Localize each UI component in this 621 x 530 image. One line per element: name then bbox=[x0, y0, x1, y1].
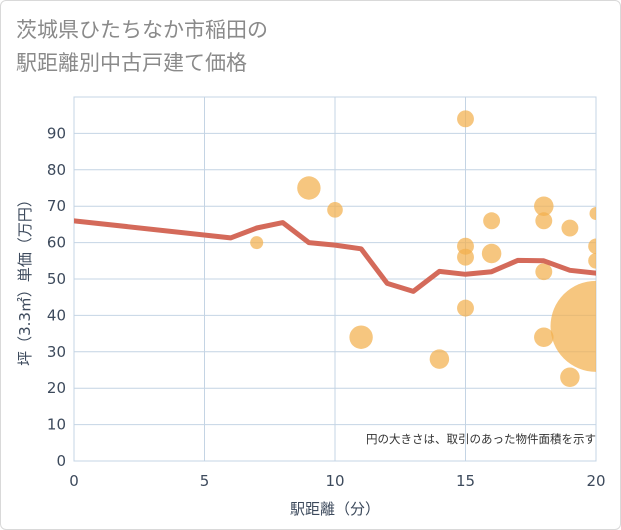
data-bubble bbox=[457, 299, 474, 317]
y-tick-label: 20 bbox=[47, 379, 66, 397]
data-bubble bbox=[457, 110, 474, 128]
data-bubble bbox=[535, 212, 553, 230]
chart-title: 茨城県ひたちなか市稲田の 駅距離別中古戸建て価格 bbox=[16, 14, 268, 80]
y-axis-label: 坪（3.3㎡）単価（万円） bbox=[16, 192, 34, 366]
x-axis-label: 駅距離（分） bbox=[290, 500, 380, 518]
x-tick-label: 5 bbox=[200, 472, 210, 490]
data-bubble bbox=[588, 238, 596, 255]
x-tick-label: 10 bbox=[325, 472, 344, 490]
average-price-line bbox=[74, 218, 596, 294]
x-tick-label: 20 bbox=[586, 472, 605, 490]
y-tick-label: 40 bbox=[47, 306, 66, 324]
data-bubble bbox=[250, 236, 264, 250]
data-bubble bbox=[349, 325, 373, 349]
data-bubble bbox=[561, 219, 579, 237]
y-tick-label: 50 bbox=[47, 270, 66, 288]
data-bubble bbox=[534, 327, 554, 347]
y-tick-label: 80 bbox=[47, 161, 66, 179]
y-tick-label: 10 bbox=[47, 416, 66, 434]
data-bubble bbox=[483, 212, 501, 230]
data-bubble bbox=[429, 349, 450, 369]
data-bubble bbox=[535, 263, 553, 281]
y-tick-label: 0 bbox=[56, 452, 66, 470]
x-tick-label: 15 bbox=[456, 472, 475, 490]
size-annotation: 円の大きさは、取引のあった物件面積を示す bbox=[366, 432, 596, 446]
data-bubble bbox=[534, 196, 554, 216]
data-bubble bbox=[550, 280, 596, 372]
data-bubble bbox=[588, 253, 596, 269]
chart-title-line-2: 駅距離別中古戸建て価格 bbox=[16, 51, 247, 75]
y-tick-label: 70 bbox=[47, 197, 66, 215]
data-bubble bbox=[589, 206, 596, 220]
bubbles bbox=[250, 110, 596, 388]
y-tick-label: 30 bbox=[47, 343, 66, 361]
average-line-group bbox=[74, 218, 596, 294]
x-tick-label: 0 bbox=[69, 472, 79, 490]
data-bubble bbox=[457, 248, 474, 266]
chart-title-line-1: 茨城県ひたちなか市稲田の bbox=[16, 18, 268, 42]
data-bubble bbox=[560, 367, 580, 388]
data-bubble bbox=[297, 176, 321, 200]
data-bubble bbox=[327, 202, 343, 218]
tick-labels: 0 10 20 30 40 50 60 70 80 90 0 5 10 15 20 bbox=[47, 124, 606, 490]
data-bubble bbox=[481, 243, 502, 264]
y-tick-label: 60 bbox=[47, 234, 66, 252]
y-tick-label: 90 bbox=[47, 124, 66, 142]
grid-lines bbox=[73, 96, 597, 462]
